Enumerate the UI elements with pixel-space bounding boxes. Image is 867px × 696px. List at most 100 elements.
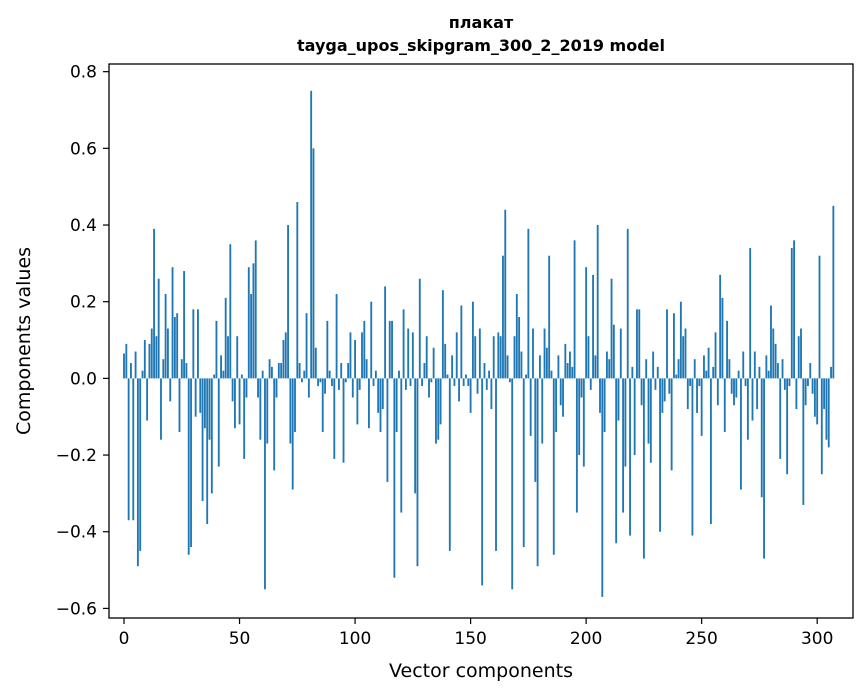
bar [654,378,657,390]
bar [134,351,137,379]
bar [647,378,650,444]
bar [578,378,581,456]
bar [277,363,280,379]
bar [552,378,555,555]
bar [666,309,668,379]
bar [499,336,502,379]
bar [264,378,266,590]
bar [661,378,664,413]
bar [192,309,195,379]
bar [485,378,488,390]
bar [273,378,276,471]
bar [626,228,629,379]
bar [781,359,784,379]
bar [194,378,197,417]
bar [703,355,705,379]
bar [167,328,169,379]
y-tick-label: 0.2 [70,293,97,313]
bar [425,336,428,379]
bar [402,309,405,379]
bar [356,378,359,425]
bar [391,320,393,379]
bar [677,359,680,379]
bar [201,378,204,502]
bar [270,366,273,379]
bar [497,332,500,379]
bar [448,378,451,551]
bar [476,378,479,394]
bar [307,378,310,398]
bar [825,378,828,440]
bar [250,294,253,379]
bar [328,370,331,379]
bar [368,378,370,429]
bar [197,309,199,379]
bar [136,378,139,567]
bar [728,359,731,379]
bar [642,378,645,559]
bar [185,363,188,379]
bar [208,378,211,440]
bar [723,378,726,433]
bar [502,255,504,379]
bar [430,378,433,383]
bar [155,336,158,379]
bar [649,378,652,463]
bar [742,351,745,379]
bar [790,248,793,379]
bar [393,378,396,578]
bar [633,378,636,456]
bar [615,378,618,544]
bar [407,328,410,379]
bar [571,366,574,379]
bar [231,378,234,402]
bar [372,378,375,387]
bar [173,317,176,379]
bar [652,351,655,379]
bar [148,343,151,379]
bar [388,320,391,379]
bar [153,228,155,379]
bar [324,378,326,394]
bar [807,378,809,387]
bar [314,347,317,379]
bar [127,378,130,521]
bar [199,378,202,413]
bar [213,374,216,379]
bar [818,255,821,379]
bar [291,378,294,490]
bar [515,294,518,379]
bar [361,332,363,379]
bar [800,328,802,379]
bar [629,378,631,536]
bar [247,267,250,379]
bar [608,359,611,379]
bar [820,378,823,475]
bar [686,378,689,410]
bar [280,363,283,379]
bar [580,378,583,398]
bar [809,363,812,379]
bar [749,248,752,379]
bar [783,378,786,390]
bar [465,374,467,379]
bar [169,378,172,402]
bar [774,343,777,379]
bar [765,355,768,379]
bar [804,378,807,406]
bar [467,378,470,387]
bar [545,347,548,379]
bar [176,313,179,379]
bar [795,378,798,410]
bar [721,297,724,379]
bar [441,290,444,379]
bar [229,244,232,379]
bar [444,343,447,379]
bar [511,378,514,590]
bar [730,378,733,394]
bar [381,378,384,410]
bar [636,309,638,379]
bar [275,378,278,398]
y-tick-label: −0.6 [56,599,97,619]
bar [335,294,338,379]
